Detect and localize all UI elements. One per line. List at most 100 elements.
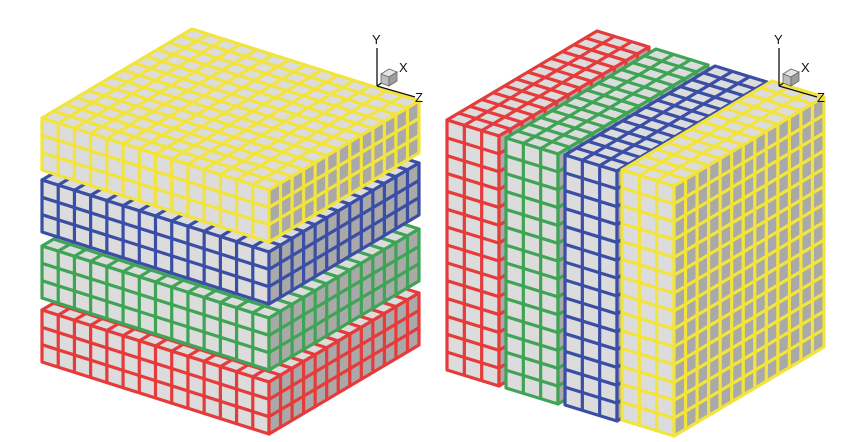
grid-line bbox=[673, 309, 825, 402]
blue-slab-front-face bbox=[563, 153, 619, 423]
grid-line bbox=[576, 146, 630, 166]
yellow-slab bbox=[40, 27, 421, 244]
grid-line bbox=[564, 171, 618, 191]
grid-line bbox=[621, 239, 675, 259]
grid-line bbox=[564, 278, 618, 298]
green-slab-side-face bbox=[267, 227, 421, 372]
grid-line bbox=[538, 63, 592, 83]
left-panel bbox=[40, 27, 421, 436]
x-axis-label: X bbox=[801, 60, 810, 75]
grid-line bbox=[505, 350, 559, 370]
grid-line bbox=[573, 43, 627, 63]
grid-line bbox=[598, 75, 751, 168]
grid-line bbox=[446, 172, 500, 192]
grid-line bbox=[168, 41, 397, 117]
grid-line bbox=[57, 32, 210, 125]
grid-line bbox=[268, 178, 420, 271]
grid-line bbox=[551, 109, 605, 129]
grid-line bbox=[584, 36, 638, 56]
grid-line bbox=[668, 91, 722, 111]
grid-line bbox=[673, 131, 825, 224]
grid-line bbox=[621, 364, 675, 384]
grid-line bbox=[621, 275, 675, 295]
grid-line bbox=[621, 186, 675, 206]
grid-line bbox=[673, 202, 825, 295]
grid-line bbox=[505, 154, 559, 174]
grid-line bbox=[522, 52, 675, 145]
grid-line bbox=[73, 37, 226, 130]
grid-line bbox=[446, 243, 500, 263]
grid-line bbox=[504, 84, 558, 104]
grid-line bbox=[550, 56, 604, 76]
grid-line bbox=[691, 78, 745, 98]
y-axis-label: Y bbox=[372, 32, 381, 47]
grid-line bbox=[621, 311, 675, 331]
grid-line bbox=[268, 134, 420, 227]
cube-side bbox=[790, 71, 800, 87]
grid-line bbox=[156, 48, 385, 124]
yellow-slab bbox=[620, 79, 826, 438]
green-slab-top-face bbox=[504, 47, 710, 156]
grid-line bbox=[599, 132, 653, 152]
grid-line bbox=[621, 400, 675, 420]
grid-line bbox=[53, 109, 282, 185]
grid-line bbox=[41, 213, 270, 289]
grid-line bbox=[515, 77, 569, 97]
grid-line bbox=[673, 167, 825, 259]
grid-line bbox=[622, 119, 676, 139]
grid-line bbox=[673, 184, 825, 277]
green-slab-front-face bbox=[504, 136, 560, 406]
grid-line bbox=[446, 279, 500, 299]
grid-line bbox=[458, 111, 512, 131]
grid-line bbox=[702, 71, 756, 91]
grid-line bbox=[656, 98, 710, 118]
grid-line bbox=[41, 133, 270, 209]
grid-line bbox=[586, 88, 640, 108]
yellow-slab-front-face bbox=[40, 116, 271, 244]
grid-line bbox=[505, 261, 559, 281]
grid-line bbox=[645, 105, 699, 125]
grid-line bbox=[621, 382, 675, 402]
grid-line bbox=[41, 261, 270, 337]
grid-line bbox=[480, 40, 633, 133]
grid-line bbox=[87, 89, 316, 165]
green-slab-front-face bbox=[40, 244, 271, 372]
grid-line bbox=[597, 81, 651, 101]
grid-line bbox=[564, 296, 618, 316]
grid-line bbox=[110, 75, 339, 151]
grid-line bbox=[621, 347, 675, 367]
grid-line bbox=[673, 113, 825, 206]
grid-line bbox=[561, 50, 615, 70]
grid-line bbox=[268, 244, 420, 337]
red-slab-top-face bbox=[445, 29, 651, 138]
grid-line bbox=[564, 260, 618, 280]
grid-line bbox=[564, 367, 618, 387]
grid-line bbox=[673, 292, 825, 384]
grid-line bbox=[621, 329, 675, 349]
y-axis-label: Y bbox=[774, 32, 783, 47]
grid-line bbox=[673, 238, 825, 331]
left-axis-triad: Y XZ bbox=[372, 32, 423, 105]
grid-line bbox=[505, 279, 559, 299]
grid-line bbox=[633, 112, 687, 132]
grid-line bbox=[41, 325, 270, 401]
grid-line bbox=[492, 91, 546, 111]
grid-line bbox=[106, 48, 258, 140]
grid-line bbox=[673, 274, 825, 366]
blue-slab-top-face bbox=[563, 64, 769, 173]
grid-line bbox=[446, 136, 500, 156]
grid-line bbox=[690, 127, 744, 147]
grid-line bbox=[89, 43, 242, 135]
grid-line bbox=[446, 350, 500, 370]
grid-line bbox=[621, 293, 675, 313]
red-slab-side-face bbox=[267, 291, 421, 436]
grid-line bbox=[53, 237, 282, 313]
right-axis-triad: Y XZ bbox=[774, 32, 825, 105]
grid-line bbox=[621, 222, 675, 242]
grid-line bbox=[564, 314, 618, 334]
grid-line bbox=[527, 70, 581, 90]
x-axis-label: X bbox=[399, 60, 408, 75]
red-slab-front-face bbox=[445, 118, 501, 388]
z-axis-line bbox=[778, 85, 818, 98]
grid-line bbox=[99, 82, 328, 158]
